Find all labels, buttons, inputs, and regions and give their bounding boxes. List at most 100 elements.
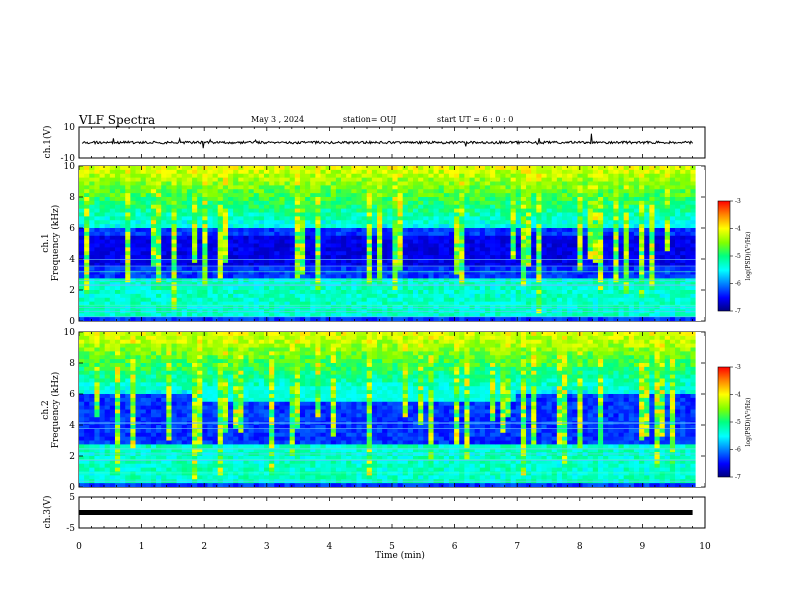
spectrogram-cell [377,177,383,182]
spectrogram-cell [500,274,506,279]
spectrogram-cell [526,259,532,264]
spectrogram-cell [562,297,568,303]
spectrogram-cell [603,247,609,252]
spectrogram-cell [603,290,609,295]
spectrogram-cell [130,293,136,299]
spectrogram-cell [99,166,106,171]
spectrogram-cell [192,216,198,221]
spectrogram-cell [520,301,527,306]
spectrogram-cell [515,317,522,321]
spectrogram-cell [356,224,363,229]
spectrogram-cell [433,212,440,217]
spectrogram-cell [253,189,260,194]
spectrogram-cell [289,212,296,217]
spectrogram-cell [356,243,363,248]
spectrogram-cell [310,200,316,206]
spectrogram-cell [269,204,275,210]
spectrogram-cell [515,255,522,260]
spectrogram-cell [664,231,671,237]
spectrogram-cell [562,189,568,194]
spectrogram-cell [145,301,152,306]
spectrogram-cell [99,386,106,391]
spectrogram-cell [89,259,95,264]
spectrogram-cell [166,173,172,179]
spectrogram-cell [556,173,563,179]
spectrogram-cell [176,169,183,175]
spectrogram-cell [495,243,501,248]
spectrogram-cell [474,185,481,190]
spectrogram-cell [515,177,522,182]
spectrogram-cell [335,173,342,179]
spectrogram-cell [310,181,316,186]
spectrogram-cell [330,239,337,244]
spectrogram-cell [628,266,635,272]
spectrogram-cell [346,169,352,175]
spectrogram-cell [248,228,255,233]
spectrogram-cell [330,243,337,248]
spectrogram-cell [294,266,301,272]
spectrogram-cell [680,251,686,256]
spectrogram-cell [438,301,445,306]
spectrogram-cell [402,224,409,229]
spectrogram-cell [413,204,419,210]
spectrogram-cell [664,212,671,217]
spectrogram-cell [217,173,224,179]
spectrogram-cell [387,259,393,264]
spectrogram-cell [428,247,434,252]
spectrogram-cell [114,224,121,229]
spectrogram-cell [685,212,691,217]
spectrogram-cell [156,204,162,210]
spectrogram-cell [130,235,136,241]
spectrogram-cell [104,259,111,264]
spectrogram-cell [433,282,440,287]
spectrogram-cell [526,173,532,179]
spectrogram-cell [330,270,337,275]
spectrogram-cell [459,177,465,182]
spectrogram-cell [356,200,363,206]
spectrogram-cell [258,274,265,279]
spectrogram-cell [423,177,429,182]
spectrogram-cell [669,274,676,279]
spectrogram-cell [248,189,255,194]
spectrogram-cell [664,166,671,171]
spectrogram-cell [377,255,383,260]
spectrogram-cell [243,293,249,299]
spectrogram-cell [680,313,686,318]
spectrogram-cell [186,251,193,256]
spectrogram-cell [680,243,686,248]
spectrogram-cell [377,274,383,279]
spectrogram-cell [484,181,491,186]
spectrogram-cell [243,193,249,198]
spectrogram-cell [258,208,265,213]
spectrogram-cell [253,181,260,186]
spectrogram-cell [166,200,172,206]
spectrogram-cell [515,224,522,229]
spectrogram-cell [597,255,604,260]
spectrogram-cell [423,173,429,179]
spectrogram-cell [490,251,496,256]
spectrogram-cell [192,251,198,256]
spectrogram-cell [577,220,583,225]
spectrogram-cell [104,235,111,241]
spectrogram-cell [299,282,306,287]
spectrogram-cell [258,290,265,295]
spectrogram-cell [325,189,332,194]
spectrogram-cell [181,290,188,295]
spectrogram-cell [407,317,414,321]
spectrogram-cell [145,216,152,221]
spectrogram-cell [644,208,650,213]
spectrogram-cell [618,166,625,171]
spectrogram-cell [89,185,95,190]
spectrogram-cell [551,290,558,295]
spectrogram-cell [454,282,460,287]
spectrogram-cell [89,220,95,225]
spectrogram-cell [474,204,481,210]
spectrogram-cell [428,274,434,279]
spectrogram-cell [192,220,198,225]
spectrogram-cell [320,231,327,237]
spectrogram-cell [207,286,213,291]
spectrogram-cell [685,262,691,268]
spectrogram-cell [546,216,553,221]
spectrogram-cell [531,216,537,221]
spectrogram-cell [454,262,460,268]
